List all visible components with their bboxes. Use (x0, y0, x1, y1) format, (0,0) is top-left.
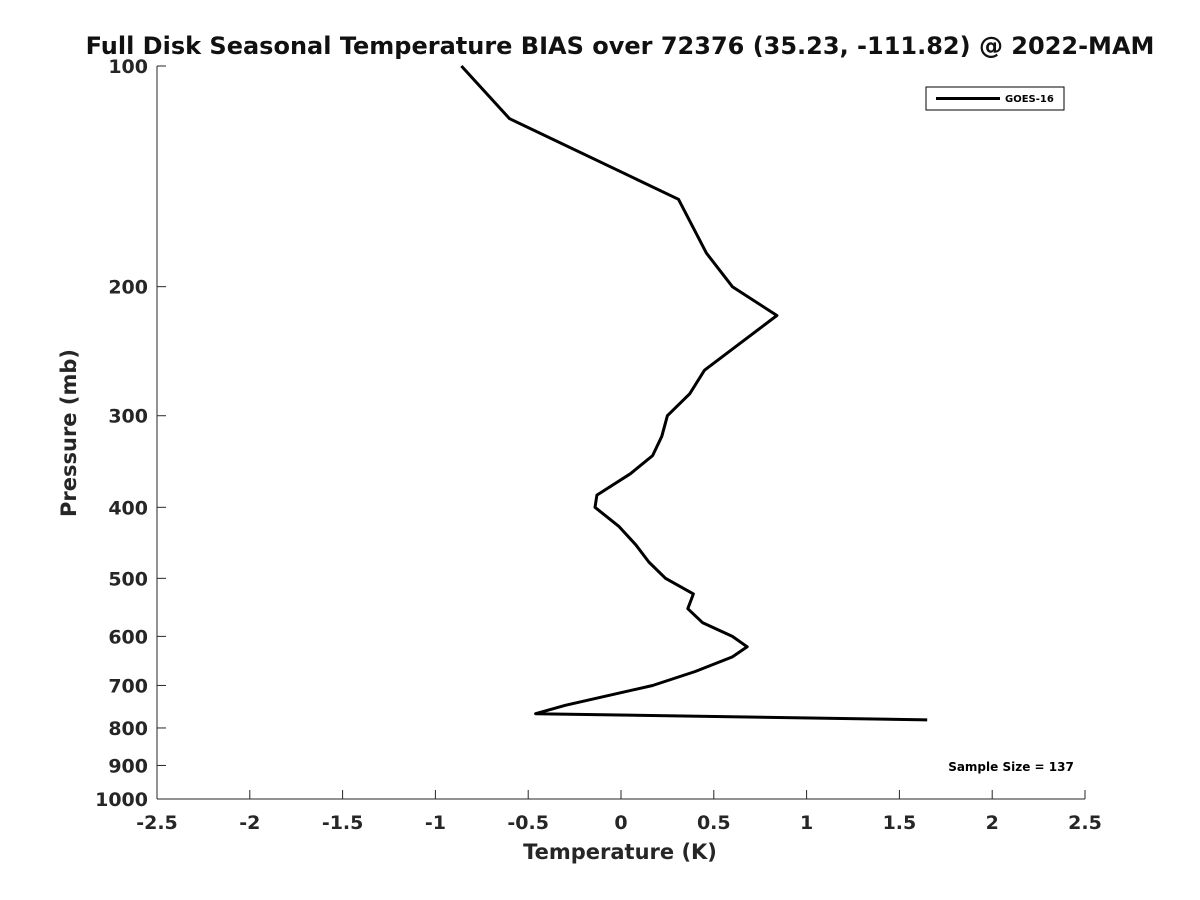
y-tick-label: 700 (108, 675, 148, 697)
x-tick-label: 2 (986, 812, 999, 834)
plot-area: -2.5 -2 -1.5 -1 -0.5 0 0.5 1 1.5 2 2.5 100 200 300 400… (95, 56, 1102, 834)
y-tick-label: 300 (108, 406, 148, 428)
legend-label-goes-16: GOES-16 (1005, 94, 1054, 105)
y-tick-label: 400 (108, 497, 148, 519)
x-tick-label: 0 (614, 812, 627, 834)
y-tick-label: 200 (108, 277, 148, 299)
series-line-goes-16 (460, 64, 928, 722)
x-tick-label: 1 (800, 812, 813, 834)
x-tick-label: -1.5 (322, 812, 364, 834)
y-tick-label: 500 (108, 568, 148, 590)
legend: GOES-16 (925, 86, 1065, 111)
chart-title: Full Disk Seasonal Temperature BIAS over… (86, 32, 1155, 60)
x-tick-label: -2 (239, 812, 260, 834)
x-tick-label: -1 (425, 812, 446, 834)
y-tick-label: 100 (108, 56, 148, 78)
x-tick-label: 1.5 (883, 812, 917, 834)
y-tick-label: 900 (108, 755, 148, 777)
x-tick-label: 0.5 (697, 812, 731, 834)
y-tick-label: 800 (108, 718, 148, 740)
x-tick-label: -2.5 (136, 812, 178, 834)
y-axis-label: Pressure (mb) (57, 349, 81, 517)
x-tick-label: 2.5 (1068, 812, 1102, 834)
sample-size-annotation: Sample Size = 137 (948, 760, 1074, 774)
x-axis-label: Temperature (K) (523, 840, 717, 864)
x-tick-label: -0.5 (507, 812, 549, 834)
y-tick-label: 600 (108, 626, 148, 648)
y-tick-label: 1000 (95, 789, 148, 811)
